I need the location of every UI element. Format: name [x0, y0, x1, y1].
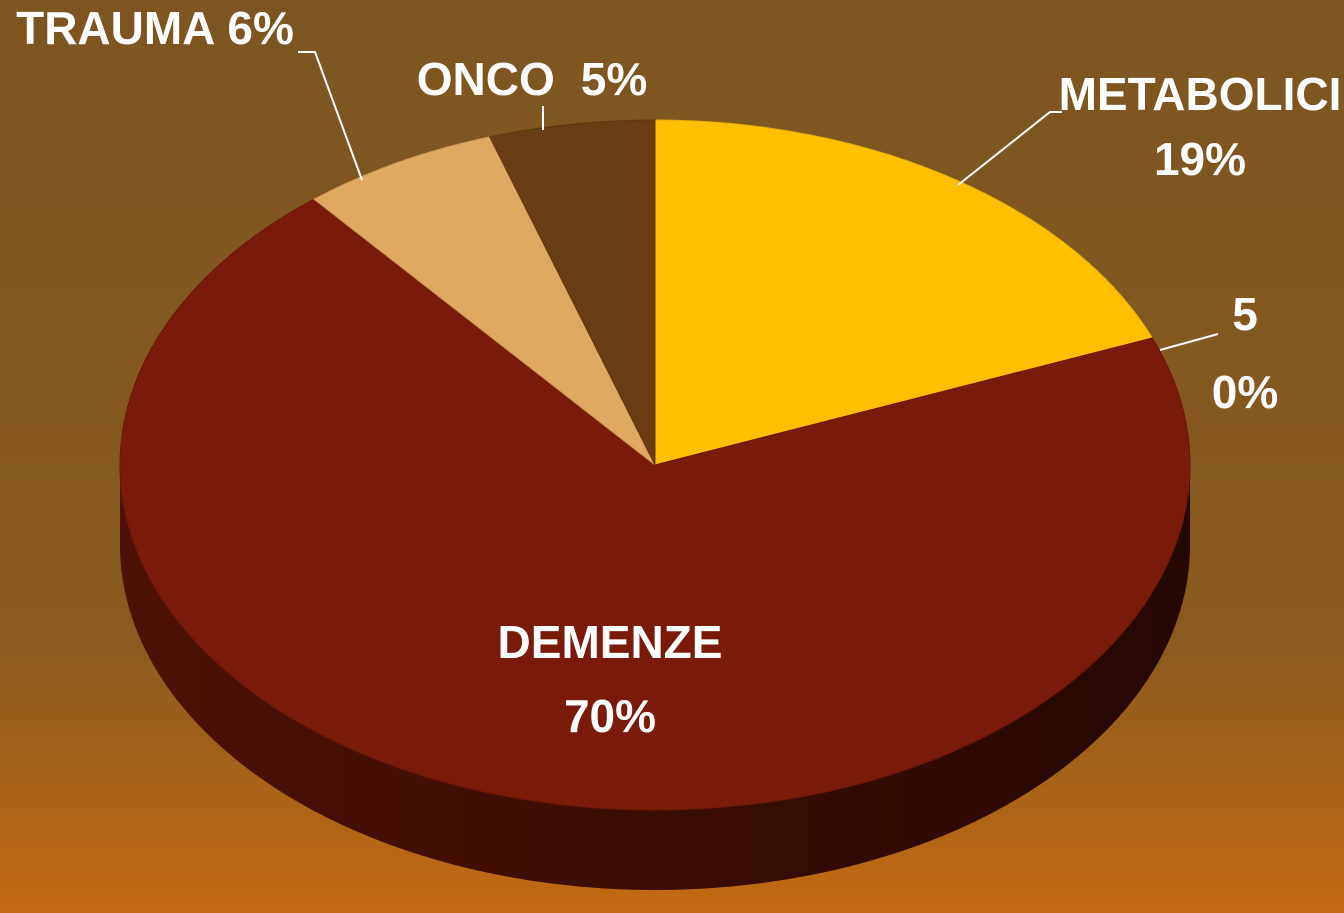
category-label: ONCO [417, 53, 555, 105]
value-label: 5% [581, 53, 647, 105]
slice [119, 198, 1191, 811]
value-label: 6% [227, 2, 293, 54]
leader-line [957, 111, 1062, 186]
value-label: 70% [564, 690, 656, 742]
pie-tops [119, 119, 1191, 811]
slice-label: TRAUMA 6% [16, 2, 294, 54]
category-label: DEMENZE [498, 616, 723, 668]
value-label: 0% [1212, 366, 1278, 418]
category-label: TRAUMA [16, 2, 215, 54]
slice [313, 136, 656, 466]
leader-line [298, 51, 363, 181]
labels: METABOLICI 19% 5 0% DEMENZE 70% TRAUMA 6% ONCO 5% [16, 2, 1341, 742]
value-label: 19% [1154, 133, 1246, 185]
side-shade [120, 465, 1190, 890]
slice [654, 119, 1154, 466]
leader-line [1159, 333, 1219, 351]
slice [488, 119, 656, 466]
category-label: 5 [1232, 288, 1258, 340]
slice-label: ONCO 5% [417, 53, 647, 105]
category-label: METABOLICI [1059, 68, 1342, 120]
pie-sides [120, 465, 1190, 890]
